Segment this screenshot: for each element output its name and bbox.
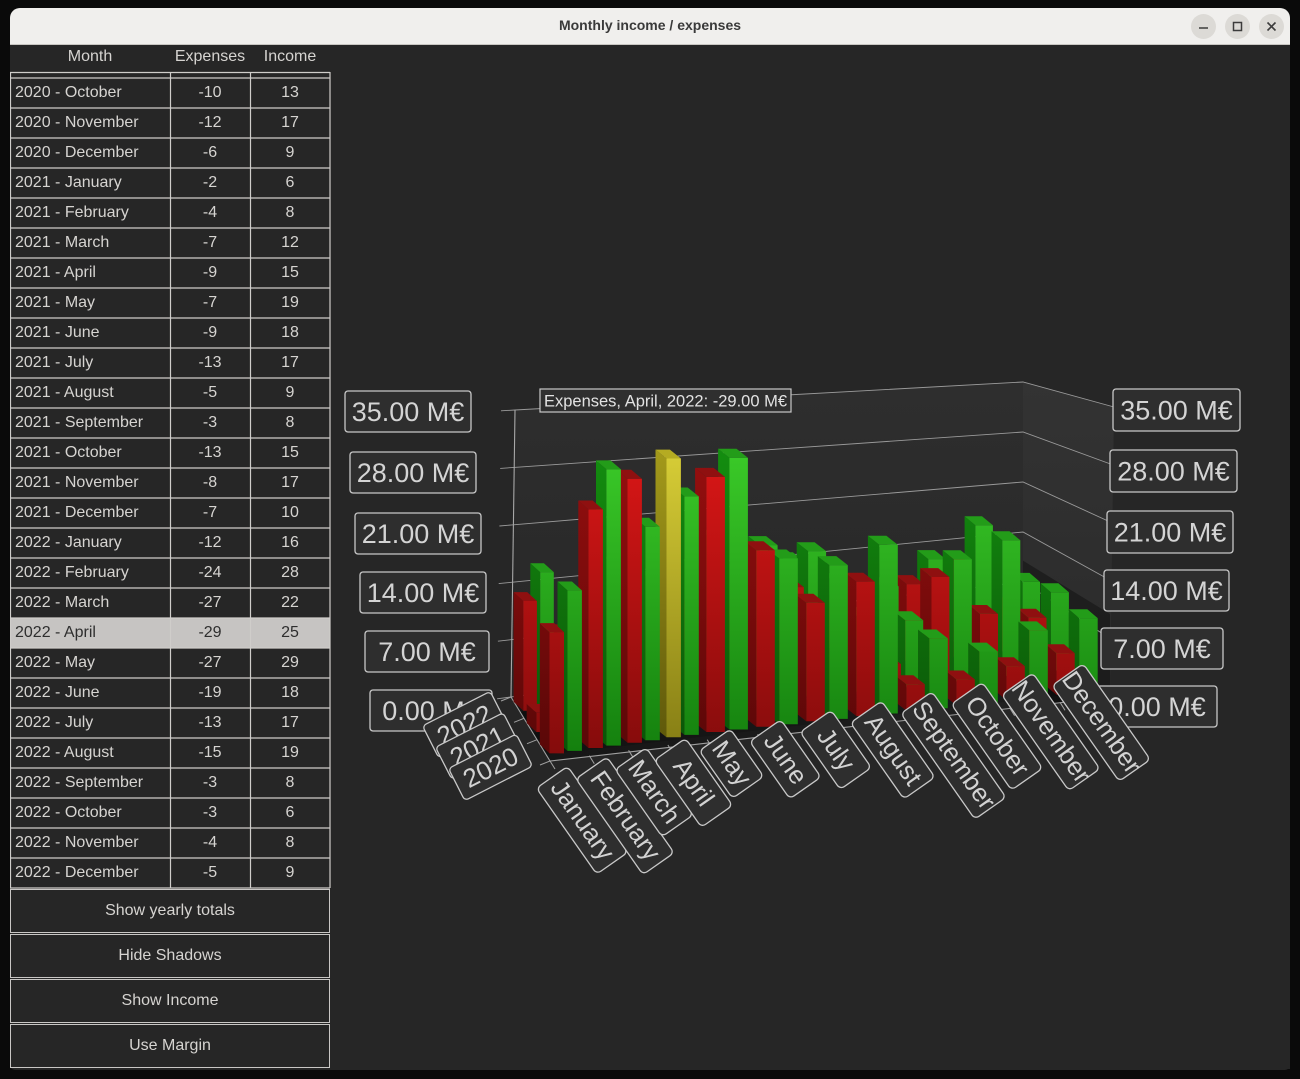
svg-text:21.00 M€: 21.00 M€ xyxy=(362,519,475,549)
svg-text:28.00 M€: 28.00 M€ xyxy=(1117,457,1230,487)
svg-text:7.00 M€: 7.00 M€ xyxy=(1113,634,1211,664)
svg-text:28.00 M€: 28.00 M€ xyxy=(357,458,470,488)
svg-text:14.00 M€: 14.00 M€ xyxy=(367,578,480,608)
svg-text:14.00 M€: 14.00 M€ xyxy=(1110,576,1223,606)
svg-text:7.00 M€: 7.00 M€ xyxy=(378,637,476,667)
svg-text:35.00 M€: 35.00 M€ xyxy=(1120,396,1233,426)
svg-text:21.00 M€: 21.00 M€ xyxy=(1114,518,1227,548)
svg-text:0.00 M€: 0.00 M€ xyxy=(1108,692,1206,722)
svg-text:35.00 M€: 35.00 M€ xyxy=(352,397,465,427)
svg-text:Expenses, April, 2022: -29.00: Expenses, April, 2022: -29.00 M€ xyxy=(544,393,787,411)
